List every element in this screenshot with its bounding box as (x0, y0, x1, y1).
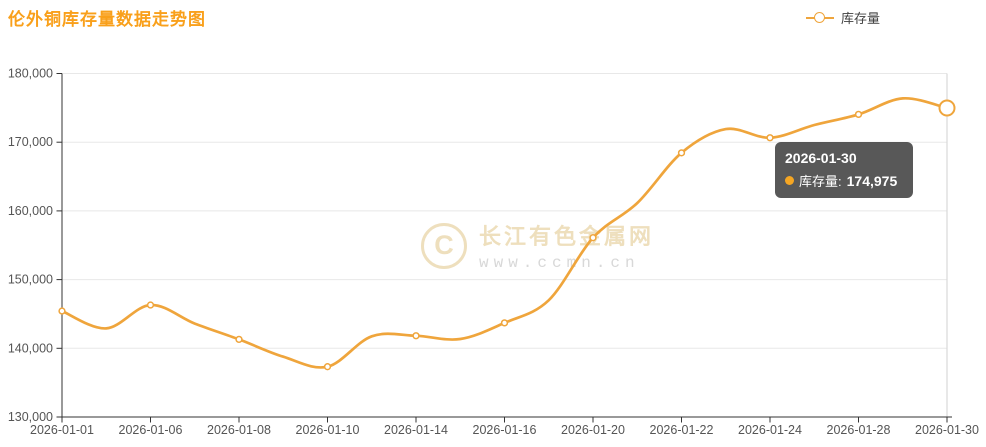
x-axis-label: 2026-01-28 (827, 423, 891, 437)
y-axis-label: 180,000 (8, 67, 53, 81)
x-axis-label: 2026-01-08 (207, 423, 271, 437)
series-line-inventory (60, 97, 949, 369)
x-axis-label: 2026-01-01 (30, 423, 94, 437)
page-title: 伦外铜库存量数据走势图 (8, 10, 206, 29)
watermark-text: 长江有色金属网 www.ccmn.cn (479, 219, 654, 272)
watermark-site-url: www.ccmn.cn (479, 254, 640, 272)
data-point-marker[interactable] (500, 319, 509, 327)
data-point-marker[interactable] (323, 363, 332, 371)
x-axis-label: 2026-01-16 (473, 423, 537, 437)
watermark: C 长江有色金属网 www.ccmn.cn (421, 219, 654, 272)
y-axis-label: 160,000 (8, 204, 53, 218)
logo-letter: C (434, 230, 454, 260)
data-point-marker[interactable] (677, 149, 686, 157)
ccmn-logo-icon: C (421, 222, 467, 269)
line-marker-icon (806, 11, 834, 25)
data-point-marker[interactable] (58, 307, 66, 315)
x-axis-label: 2026-01-22 (650, 423, 714, 437)
legend-item-inventory[interactable]: 库存量 (806, 8, 880, 27)
data-point-marker[interactable] (766, 134, 774, 142)
y-axis-label: 140,000 (8, 341, 53, 355)
x-axis-label: 2026-01-20 (561, 423, 625, 437)
active-data-point-marker[interactable] (938, 99, 956, 117)
data-point-marker[interactable] (854, 110, 863, 119)
x-axis-label: 2026-01-24 (738, 423, 802, 437)
y-axis-label: 150,000 (8, 273, 53, 287)
y-axis-label: 170,000 (8, 135, 53, 149)
data-point-marker[interactable] (235, 335, 243, 344)
watermark-site-name: 长江有色金属网 (479, 224, 655, 249)
data-point-marker[interactable] (589, 234, 597, 242)
legend-label: 库存量 (841, 11, 881, 26)
x-axis-label: 2026-01-14 (384, 423, 448, 437)
x-axis-label: 2026-01-10 (296, 423, 360, 437)
x-axis-label: 2026-01-30 (915, 423, 979, 437)
legend-circle-glyph (814, 11, 825, 23)
y-axis-label: 130,000 (8, 410, 53, 424)
data-point-marker[interactable] (146, 301, 155, 309)
data-point-marker[interactable] (412, 332, 420, 340)
x-axis-label: 2026-01-06 (119, 423, 183, 437)
